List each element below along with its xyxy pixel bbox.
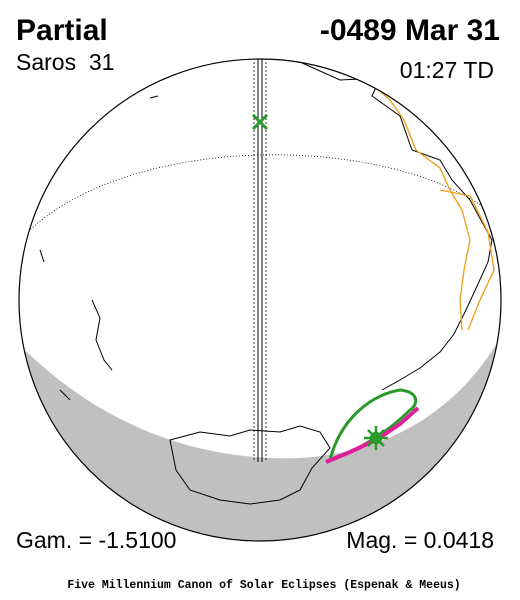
time: 01:27 TD [400, 57, 494, 83]
globe-outline [18, 58, 502, 542]
sub-solar-point [251, 113, 269, 131]
night-shade [19, 320, 501, 541]
globe [19, 59, 501, 541]
coastline [299, 61, 493, 391]
credit: Five Millennium Canon of Solar Eclipses … [67, 579, 460, 592]
saros: Saros 31 [16, 49, 114, 75]
gamma: Gam. = -1.5100 [16, 527, 176, 553]
magnitude: Mag. = 0.0418 [346, 527, 494, 553]
title: Partial [16, 14, 108, 47]
date: -0489 Mar 31 [320, 14, 500, 47]
greatest-eclipse [364, 426, 388, 450]
coastline [39, 95, 159, 401]
coastline [169, 425, 331, 505]
